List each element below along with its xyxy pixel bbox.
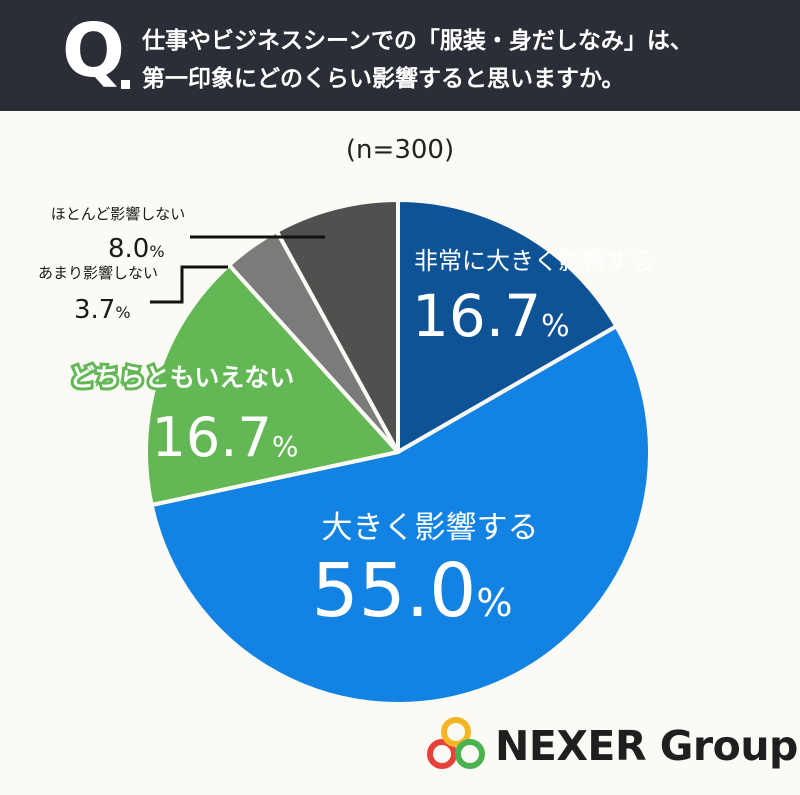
slice-label-2: どちらともいえない <box>70 363 295 392</box>
slice-value-3: 3.7% <box>74 295 131 325</box>
slice-value-1: 55.0% <box>312 548 513 634</box>
logo-ring-1 <box>441 717 471 747</box>
slice-value-2: 16.7% <box>152 406 299 469</box>
logo-ring-2 <box>455 739 485 769</box>
question-header: Q 仕事やビジネスシーンでの「服装・身だしなみ」は、 第一印象にどのくらい影響す… <box>0 0 800 111</box>
question-mark-dot <box>121 80 130 89</box>
slice-label-3: あまり影響しない <box>38 264 158 282</box>
slice-label-1: 大きく影響する <box>322 510 539 546</box>
pie-slice-1 <box>149 324 652 706</box>
pie-slice-0 <box>396 198 619 454</box>
leader-line-3 <box>150 265 228 304</box>
sample-size-label: (n=300) <box>345 135 455 165</box>
slice-label-0: 非常に大きく影響する <box>414 247 654 275</box>
nexer-logo-rings-icon <box>427 717 485 769</box>
slice-label-4: ほとんど影響しない <box>51 205 186 223</box>
slice-value-4: 8.0% <box>108 234 165 264</box>
pie-slice-2 <box>144 262 400 507</box>
logo-ring-0 <box>427 739 457 769</box>
nexer-logo-text: NEXER Group <box>495 722 798 770</box>
question-mark-letter: Q <box>62 8 125 94</box>
pie-slice-4 <box>274 198 400 454</box>
question-text-line-1: 仕事やビジネスシーンでの「服装・身だしなみ」は、 <box>142 28 693 54</box>
slice-value-0: 16.7% <box>412 282 570 350</box>
question-text-line-2: 第一印象にどのくらい影響すると思いますか。 <box>142 66 625 92</box>
